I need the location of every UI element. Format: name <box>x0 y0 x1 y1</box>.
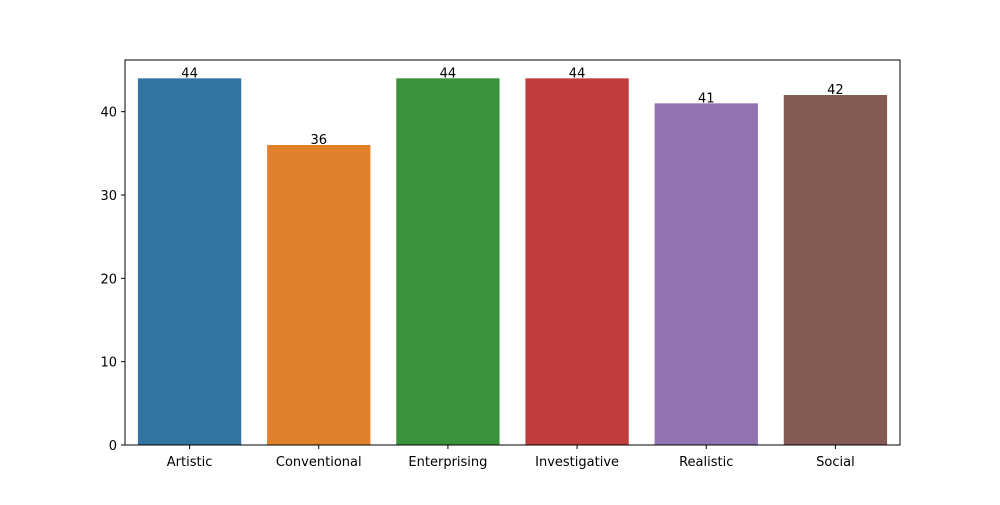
bar-social <box>783 95 888 445</box>
x-tick-label-social: Social <box>816 455 855 470</box>
x-tick-label-realistic: Realistic <box>679 455 733 470</box>
data-label-conventional: 36 <box>310 133 327 148</box>
plot-frame <box>124 59 901 446</box>
bars-layer <box>137 78 888 445</box>
y-axis: 0 10 20 30 40 <box>100 106 125 454</box>
bar-artistic <box>137 78 242 445</box>
data-label-investigative: 44 <box>569 66 586 81</box>
bar-realistic <box>654 103 758 445</box>
y-tick-label-0: 0 <box>109 439 117 454</box>
data-label-realistic: 41 <box>698 91 715 106</box>
x-axis: Artistic Conventional Enterprising Investig… <box>167 445 855 470</box>
data-label-social: 42 <box>827 83 844 98</box>
x-tick-label-investigative: Investigative <box>535 455 619 470</box>
data-label-enterprising: 44 <box>440 66 457 81</box>
bar-investigative <box>525 78 629 445</box>
y-tick-label-30: 30 <box>100 189 117 204</box>
x-tick-label-conventional: Conventional <box>276 455 362 470</box>
bar-enterprising <box>396 78 500 445</box>
y-tick-label-20: 20 <box>100 272 117 287</box>
y-tick-label-10: 10 <box>100 356 117 371</box>
data-label-artistic: 44 <box>181 66 198 81</box>
x-tick-label-artistic: Artistic <box>167 455 213 470</box>
x-tick-label-enterprising: Enterprising <box>408 455 487 470</box>
bar-conventional <box>267 145 371 445</box>
y-tick-label-40: 40 <box>100 106 117 121</box>
data-labels-layer: 44 36 44 44 41 42 <box>181 66 843 148</box>
